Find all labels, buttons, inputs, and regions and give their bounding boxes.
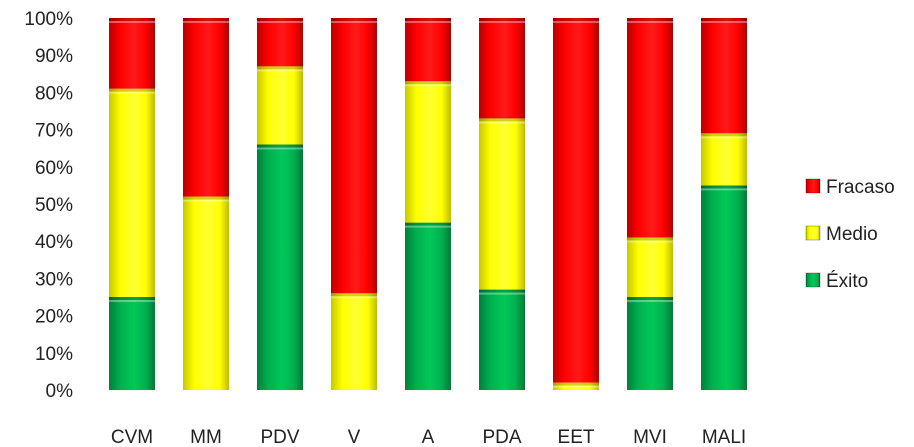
y-tick-label: 100% [24,9,73,30]
bar-segment-pda-éxito [479,289,525,390]
category-label-mvi: MVI [633,427,667,447]
bar-segment-mali-medio [701,133,747,186]
bar-segment-mvi-fracaso [627,18,673,238]
bar-segment-v-medio [331,293,377,390]
y-tick-label: 30% [35,269,73,290]
bar-segment-mali-fracaso [701,18,747,134]
y-tick-label: 70% [35,121,73,142]
bar-segment-mali-éxito [701,185,747,390]
category-label-mm: MM [190,427,222,447]
bar-segment-eet-medio [553,382,599,390]
legend-item-éxito: Éxito [805,271,868,292]
x-axis: CVM MM PDV V A PDA EET MVI MALI [111,427,746,447]
legend-item-fracaso: Fracaso [805,177,895,198]
y-tick-label: 60% [35,158,73,179]
bar-segment-eet-fracaso [553,18,599,383]
legend-label: Fracaso [826,177,895,198]
bar-segment-pdv-medio [257,66,303,145]
bar-segment-mvi-éxito [627,297,673,390]
legend-swatch [805,178,821,194]
bar-segment-cvm-éxito [109,297,155,390]
y-tick-label: 80% [35,83,73,104]
bar-segment-a-medio [405,81,451,223]
bar-segment-a-éxito [405,222,451,390]
category-label-mali: MALI [702,427,746,447]
category-label-v: V [348,427,361,447]
category-label-a: A [422,427,435,447]
y-tick-label: 50% [35,195,73,216]
bar-segment-pda-fracaso [479,18,525,119]
bar-segment-cvm-fracaso [109,18,155,89]
y-axis: 0% 10% 20% 30% 40% 50% 60% 70% 80% 90% 100% [24,9,73,402]
legend-swatch [805,272,821,288]
legend-label: Medio [826,224,878,245]
bars [109,18,747,390]
bar-segment-pdv-fracaso [257,18,303,67]
legend: Fracaso Medio Éxito [805,177,895,292]
bar-segment-v-fracaso [331,18,377,294]
category-label-cvm: CVM [111,427,153,447]
bar-segment-mm-fracaso [183,18,229,197]
bar-segment-pdv-éxito [257,144,303,390]
y-tick-label: 10% [35,344,73,365]
bar-segment-cvm-medio [109,88,155,298]
y-tick-label: 20% [35,307,73,328]
legend-swatch [805,225,821,241]
legend-item-medio: Medio [805,224,878,245]
y-tick-label: 90% [35,46,73,67]
y-tick-label: 40% [35,232,73,253]
bar-segment-mm-medio [183,196,229,390]
category-label-eet: EET [558,427,595,447]
bar-segment-pda-medio [479,118,525,290]
legend-label: Éxito [826,271,868,292]
bar-segment-mvi-medio [627,237,673,297]
category-label-pda: PDA [482,427,521,447]
bar-segment-a-fracaso [405,18,451,82]
y-tick-label: 0% [46,381,74,402]
category-label-pdv: PDV [260,427,299,447]
